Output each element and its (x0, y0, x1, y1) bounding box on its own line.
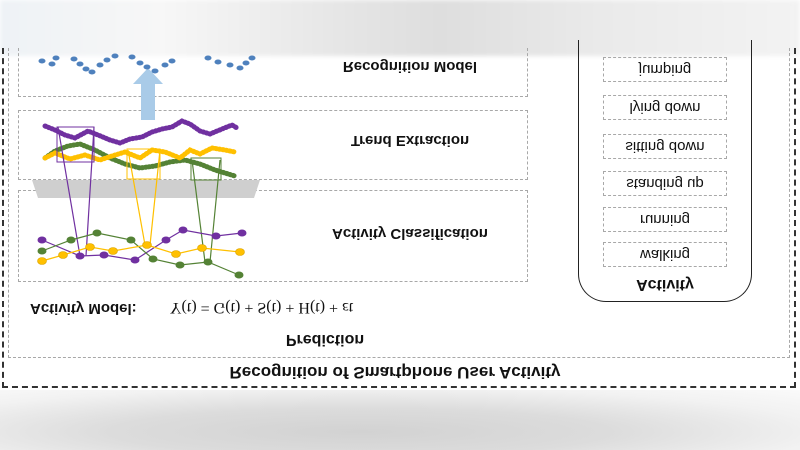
connector-yellow-a (127, 149, 146, 246)
prediction-box (8, 48, 790, 358)
activity-panel-title: Activity (578, 275, 752, 293)
activity-classification-box (18, 190, 528, 282)
activity-item-running: running (603, 207, 727, 232)
projection-band (32, 180, 260, 198)
connector-purple-a (57, 126, 81, 257)
activity-item-label: sitting down (625, 138, 705, 155)
activity-item-standing-up: standing up (603, 171, 727, 196)
activity-item-walking: walking (603, 242, 727, 267)
classification-series-green (37, 229, 244, 279)
up-arrow-icon (133, 68, 163, 120)
trend-extraction-box (18, 110, 528, 180)
activity-item-label: walking (639, 246, 691, 263)
activity-panel-title-text: Activity (636, 276, 694, 293)
classification-series-purple (37, 226, 247, 264)
trend-line-purple (42, 118, 240, 146)
connector-yellow-b (149, 149, 161, 246)
activity-item-lying-down: lying down (603, 95, 727, 120)
trend-line-yellow (42, 145, 238, 163)
window-yellow (126, 148, 161, 180)
classification-series-yellow (37, 241, 245, 265)
recognition-model-box (18, 48, 528, 97)
connector-green-b (209, 159, 221, 263)
blurred-background-top (0, 0, 800, 56)
activity-item-sitting-down: sitting down (603, 134, 727, 159)
window-purple (56, 126, 95, 163)
activity-item-label: lying down (629, 99, 701, 116)
blurred-background-bottom (0, 390, 800, 450)
activity-item-label: standing up (626, 175, 704, 192)
window-green (190, 157, 222, 181)
trend-line-green (42, 141, 238, 179)
activity-panel (578, 40, 752, 302)
connector-purple-b (85, 126, 95, 257)
activity-item-jumping: jumping (603, 57, 727, 82)
activity-item-label: running (639, 211, 691, 228)
recognition-dots (38, 53, 256, 75)
activity-item-label: jumping (638, 61, 692, 78)
outer-diagram-frame (2, 48, 796, 388)
